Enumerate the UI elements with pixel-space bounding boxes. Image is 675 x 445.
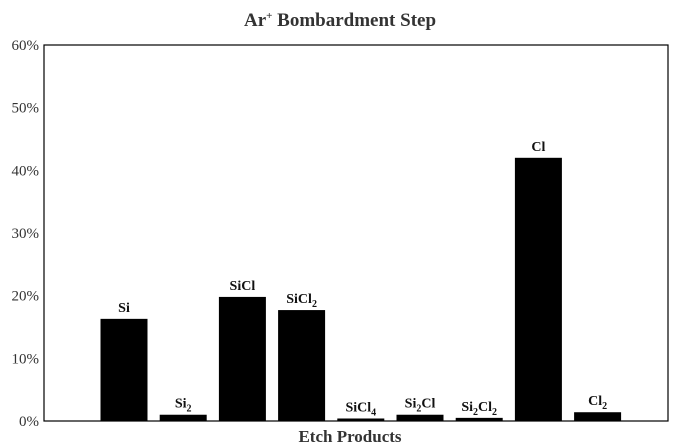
bar-label-sicl2: SiCl2 <box>286 292 317 310</box>
y-tick-label: 0% <box>19 414 39 430</box>
bar-label-cl2: Cl2 <box>588 394 607 412</box>
chart-title-sup: + <box>266 10 272 22</box>
chart-title: Ar+ Bombardment Step <box>244 10 436 31</box>
bar-label-layer: Si Si2 SiCl SiCl2 SiCl4 Si2Cl Si2Cl2 Cl Cl2 <box>118 140 607 419</box>
y-tick-label: 40% <box>12 163 40 179</box>
bar-cl <box>514 157 562 422</box>
bar-sicl2 <box>278 310 326 421</box>
y-tick-label: 30% <box>12 226 40 242</box>
bar-label-si: Si <box>118 301 130 316</box>
y-tick-label: 20% <box>12 289 40 305</box>
bar-si2cl2 <box>455 417 503 421</box>
bar-label-cl: Cl <box>531 140 545 155</box>
bar-label-si2: Si2 <box>175 397 192 415</box>
y-tick-label: 60% <box>12 38 40 54</box>
y-tick-label: 50% <box>12 101 40 117</box>
bar-layer <box>100 157 622 422</box>
bar-si2 <box>159 414 207 421</box>
bar-cl2 <box>574 412 622 421</box>
y-tick-label: 10% <box>12 351 40 367</box>
bar-label-sicl: SiCl <box>230 279 256 294</box>
chart-title-rest: Bombardment Step <box>272 10 436 31</box>
bar-sicl <box>218 296 266 421</box>
bar-label-si2cl2: Si2Cl2 <box>461 400 497 418</box>
bar-sicl4 <box>337 418 385 421</box>
bar-label-si2cl: Si2Cl <box>405 397 436 415</box>
bar-si2cl <box>396 414 444 421</box>
bar-label-sicl4: SiCl4 <box>345 400 376 418</box>
chart-title-base: Ar <box>244 10 267 31</box>
bar-si <box>100 318 148 421</box>
axis-layer: 0% 10% 20% 30% 40% 50% 60% <box>12 38 669 430</box>
x-axis-label: Etch Products <box>298 427 401 445</box>
